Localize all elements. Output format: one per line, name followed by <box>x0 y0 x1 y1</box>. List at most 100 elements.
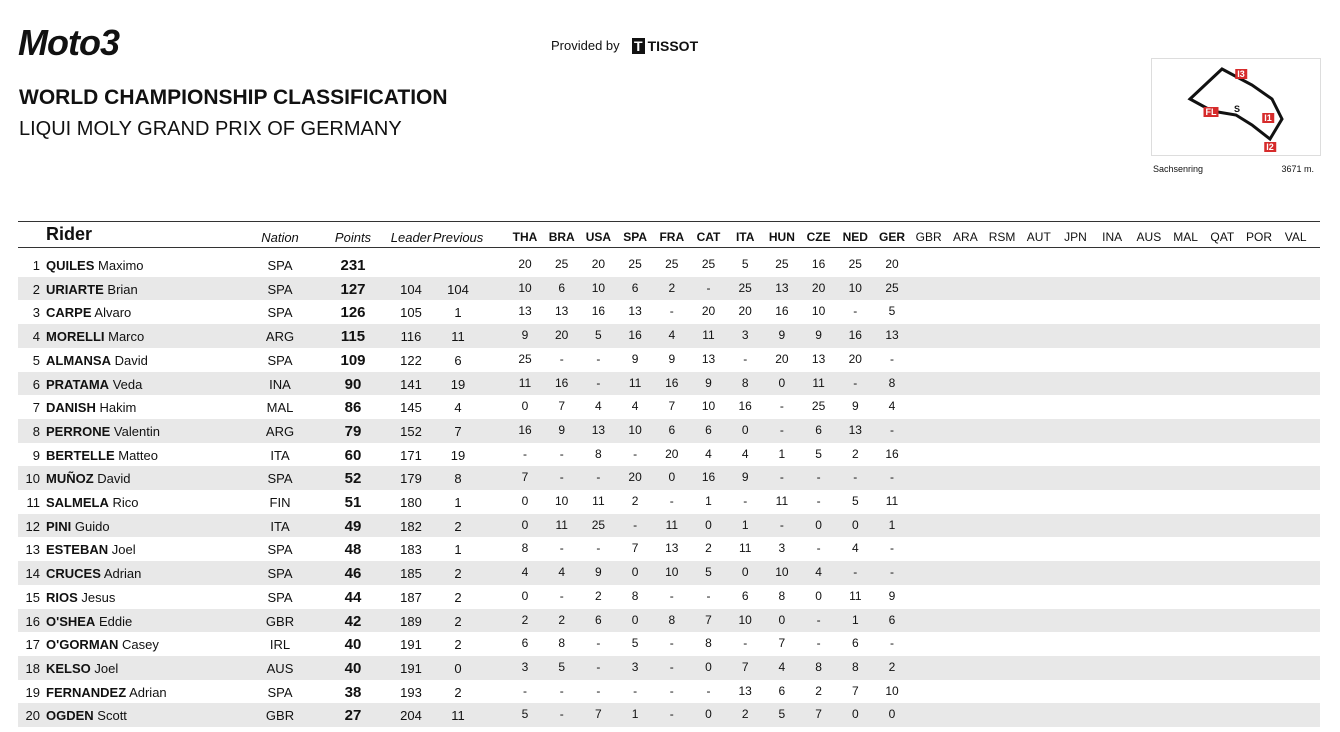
race-header: INA <box>1102 230 1123 244</box>
race-points: 20 <box>775 351 789 366</box>
race-points: 16 <box>811 257 826 271</box>
first-name-text: Hakim <box>99 400 137 416</box>
position: 20 <box>25 708 40 724</box>
race-points: 2 <box>595 588 602 603</box>
nation: GBR <box>265 708 295 724</box>
first-name-text: Matteo <box>118 447 158 463</box>
surname: CARPE <box>46 305 92 321</box>
header-rule <box>18 247 1320 248</box>
previous-gap: 11 <box>451 708 465 724</box>
position: 2 <box>32 281 40 297</box>
surname: SALMELA <box>46 495 109 510</box>
race-points: 2 <box>558 612 566 627</box>
surname: FERNANDEZ <box>46 684 127 700</box>
first-name-text: Marco <box>108 329 145 345</box>
race-points: 2 <box>668 280 676 295</box>
race-points: 13 <box>811 351 826 366</box>
previous-gap: 11 <box>451 329 465 345</box>
race-points: - <box>706 588 711 603</box>
first-name-text: Maximo <box>98 258 144 273</box>
race-points: 13 <box>591 422 606 437</box>
previous-gap: 1 <box>454 495 462 510</box>
race-points: 0 <box>851 707 859 722</box>
previous-gap: 2 <box>454 518 462 534</box>
position: 12 <box>25 518 40 534</box>
race-points: - <box>669 636 674 651</box>
surname: O'SHEA <box>46 613 96 629</box>
race-points: 4 <box>851 541 859 556</box>
race-points: - <box>853 375 858 390</box>
race-points: 20 <box>811 280 826 295</box>
race-points: 2 <box>705 541 712 556</box>
first-name-text: Guido <box>74 518 110 534</box>
previous-gap: 1 <box>454 305 462 321</box>
rider-name: DANISH Hakim <box>46 400 136 415</box>
race-points: 10 <box>811 304 826 319</box>
race-points: - <box>890 541 894 556</box>
race-points: 20 <box>555 328 569 343</box>
provided-by: Provided by <box>551 38 620 53</box>
points: 90 <box>344 375 362 393</box>
position: 14 <box>25 566 40 582</box>
points: 115 <box>340 328 366 346</box>
race-points: - <box>816 494 821 508</box>
first-name-text: David <box>97 471 131 487</box>
race-points: 0 <box>631 565 639 580</box>
race-header: CZE <box>806 230 831 244</box>
race-points: - <box>743 351 748 366</box>
race-points: 1 <box>741 517 749 532</box>
race-points: 25 <box>811 399 826 414</box>
race-points: 8 <box>741 375 749 390</box>
race-points: 6 <box>705 422 712 437</box>
race-points: 5 <box>888 304 896 319</box>
race-points: 11 <box>592 494 605 508</box>
track-name: Sachsenring <box>1153 164 1204 174</box>
surname: MORELLI <box>46 329 105 345</box>
race-points: - <box>669 588 674 603</box>
column-header: Leader <box>390 230 432 245</box>
race-points: 0 <box>521 588 529 603</box>
leader-gap: 187 <box>400 589 422 605</box>
points: 231 <box>340 257 366 274</box>
leader-gap: 122 <box>400 352 422 368</box>
surname: PINI <box>46 518 72 534</box>
race-points: - <box>816 541 821 556</box>
race-points: - <box>669 707 674 722</box>
race-header: AUT <box>1026 230 1051 244</box>
race-points: 5 <box>778 707 786 722</box>
surname: QUILES <box>46 258 95 273</box>
race-points: 13 <box>518 304 532 319</box>
position: 5 <box>32 352 40 368</box>
race-points: 9 <box>741 470 749 485</box>
race-points: 25 <box>628 257 642 271</box>
race-points: - <box>559 470 564 485</box>
race-points: 25 <box>555 257 569 271</box>
rider-name: ESTEBAN Joel <box>46 542 136 557</box>
nation: IRL <box>269 637 291 653</box>
first-name-text: Jesus <box>81 589 116 605</box>
race-points: - <box>596 541 601 556</box>
race-points: 4 <box>705 446 712 461</box>
position: 15 <box>25 589 40 605</box>
race-points: 6 <box>778 683 786 698</box>
race-header: BRA <box>548 230 575 244</box>
race-points: 5 <box>631 636 639 651</box>
race-points: 20 <box>591 257 606 271</box>
race-points: 20 <box>518 257 532 271</box>
race-points: 9 <box>851 399 859 414</box>
race-points: - <box>523 683 527 698</box>
race-points: 5 <box>741 257 749 271</box>
surname: PRATAMA <box>46 376 110 392</box>
surname: DANISH <box>46 400 96 416</box>
race-header: CAT <box>696 230 721 244</box>
leader-gap: 183 <box>400 542 422 558</box>
race-points: - <box>816 612 821 627</box>
race-points: 5 <box>705 565 712 580</box>
race-points: 0 <box>705 517 712 532</box>
previous-gap: 6 <box>454 352 462 368</box>
points: 27 <box>344 707 362 725</box>
first-name-text: Casey <box>122 637 159 653</box>
race-points: 16 <box>518 422 532 437</box>
race-points: 20 <box>848 351 862 366</box>
first-name-text: David <box>114 352 148 368</box>
